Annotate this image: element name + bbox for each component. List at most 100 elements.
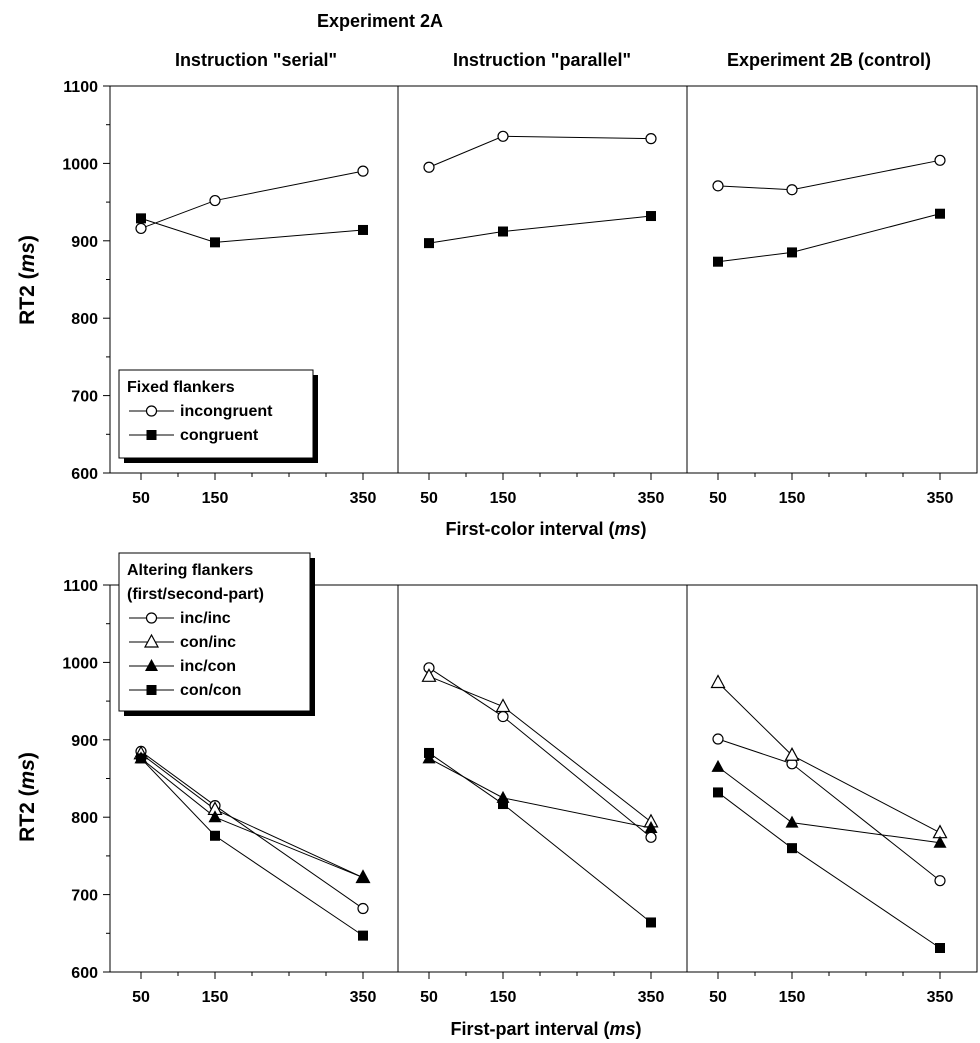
series-line-con-inc — [428, 675, 652, 823]
series-line-con-con — [428, 752, 652, 923]
data-point-congruent — [713, 256, 723, 267]
series-line-inc-inc — [428, 667, 652, 838]
data-point-congruent — [424, 238, 434, 249]
experiment-title: Experiment 2A — [317, 11, 443, 31]
data-point-inc-inc — [934, 875, 946, 887]
data-point-inc-con — [644, 821, 658, 834]
data-point-incongruent — [712, 180, 724, 192]
top-panel-2-group: 50 150 350 — [397, 85, 688, 507]
x-tick-label: 150 — [202, 490, 229, 507]
bottom-panel-2-frame — [397, 584, 688, 973]
x-tick-label: 50 — [420, 490, 438, 507]
x-tick-label: 50 — [709, 490, 727, 507]
legend-marker-inc-con — [145, 659, 158, 671]
data-point-inc-inc — [497, 710, 509, 723]
data-point-incongruent — [934, 154, 946, 166]
x-tick-label: 350 — [638, 490, 665, 507]
data-point-inc-con — [933, 835, 947, 848]
series-line-inc-inc — [140, 751, 364, 909]
column-title-control: Experiment 2B (control) — [727, 50, 931, 70]
legend-subtitle: (first/second-part) — [127, 586, 264, 603]
data-point-con-inc — [784, 747, 800, 761]
series-line-incongruent — [717, 159, 941, 191]
series-line-inc-inc — [717, 738, 941, 882]
y-tick-label: 900 — [71, 234, 98, 251]
series-line-con-inc — [717, 682, 941, 834]
x-tick-label: 350 — [350, 989, 377, 1006]
series-line-inc-con — [428, 757, 652, 829]
x-tick-label: 350 — [927, 490, 954, 507]
legend-box — [118, 552, 311, 712]
legend-title: Altering flankers — [127, 562, 253, 579]
bottom-panel-1-group: 50 150 350 600 700 800 900 1000 1100 Altering fla… — [62, 552, 399, 1006]
data-point-inc-con — [356, 870, 370, 883]
data-point-incongruent — [209, 194, 221, 207]
data-point-inc-inc — [712, 733, 724, 745]
data-point-congruent — [358, 224, 368, 235]
data-point-inc-inc — [357, 902, 369, 915]
legend-label-inc-inc: inc/inc — [180, 610, 231, 627]
bottom-panel-3-frame — [686, 584, 978, 973]
y-tick-label: 700 — [71, 389, 98, 406]
legend-label-incongruent: incongruent — [180, 403, 273, 420]
y-tick-label: 800 — [71, 311, 98, 328]
data-point-congruent — [136, 213, 146, 224]
series-line-congruent — [717, 213, 941, 263]
data-point-con-inc — [495, 698, 511, 713]
data-point-incongruent — [357, 165, 369, 177]
top-x-axis-label: First-color interval (ms) — [445, 519, 646, 539]
legend-label-congruent: congruent — [180, 427, 259, 444]
data-point-inc-inc — [645, 831, 657, 843]
data-point-con-inc — [710, 674, 726, 689]
top-panel-2-frame — [397, 85, 688, 474]
x-tick-label: 150 — [490, 989, 517, 1006]
data-point-con-con — [498, 799, 508, 810]
data-point-congruent — [498, 226, 508, 237]
bottom-x-axis-label: First-part interval (ms) — [450, 1019, 641, 1039]
legend-marker-inc-inc — [145, 612, 158, 624]
data-point-incongruent — [786, 184, 798, 196]
bottom-y-axis-label: RT2 (ms) — [16, 752, 39, 842]
legend-label-con-inc: con/inc — [180, 634, 236, 651]
data-point-incongruent — [423, 161, 435, 173]
top-y-axis-label: RT2 (ms) — [16, 235, 39, 325]
series-line-con-inc — [140, 753, 364, 879]
data-point-con-con — [424, 747, 434, 758]
y-tick-label: 600 — [71, 965, 98, 982]
legend-label-con-con: con/con — [180, 682, 241, 699]
data-point-congruent — [787, 247, 797, 258]
x-tick-label: 50 — [709, 989, 727, 1006]
x-tick-label: 150 — [779, 989, 806, 1006]
data-point-inc-con — [711, 759, 725, 772]
data-point-con-con — [136, 753, 146, 764]
data-point-con-con — [935, 943, 945, 954]
top-panel-1-group: 50 150 350 600 700 800 900 1000 1100 Fixed flanke… — [62, 79, 399, 507]
x-tick-label: 50 — [132, 490, 150, 507]
y-tick-label: 600 — [71, 466, 98, 483]
series-line-incongruent — [428, 135, 652, 168]
top-legend: Fixed flankers incongruent congruent — [118, 369, 318, 463]
x-tick-label: 150 — [202, 989, 229, 1006]
legend-marker-incongruent — [145, 405, 158, 417]
series-line-inc-con — [717, 766, 941, 844]
y-tick-label: 1100 — [63, 79, 98, 96]
x-tick-label: 150 — [779, 490, 806, 507]
data-point-incongruent — [135, 222, 147, 235]
data-point-inc-con — [208, 810, 222, 823]
bottom-legend: Altering flankers (first/second-part) inc/… — [118, 552, 315, 716]
legend-marker-con-inc — [143, 633, 160, 648]
data-point-inc-con — [785, 815, 799, 828]
x-tick-label: 50 — [132, 989, 150, 1006]
y-tick-label: 1000 — [62, 156, 98, 173]
x-tick-label: 50 — [420, 989, 438, 1006]
series-line-congruent — [428, 215, 652, 244]
bottom-panel-3-group: 50 150 350 — [686, 584, 978, 1006]
legend-marker-con-con — [146, 685, 157, 695]
data-point-con-con — [358, 930, 368, 941]
data-point-incongruent — [497, 130, 509, 142]
series-line-congruent — [140, 217, 364, 243]
x-tick-label: 350 — [638, 989, 665, 1006]
y-tick-label: 800 — [71, 810, 98, 827]
column-title-serial: Instruction "serial" — [175, 50, 337, 70]
